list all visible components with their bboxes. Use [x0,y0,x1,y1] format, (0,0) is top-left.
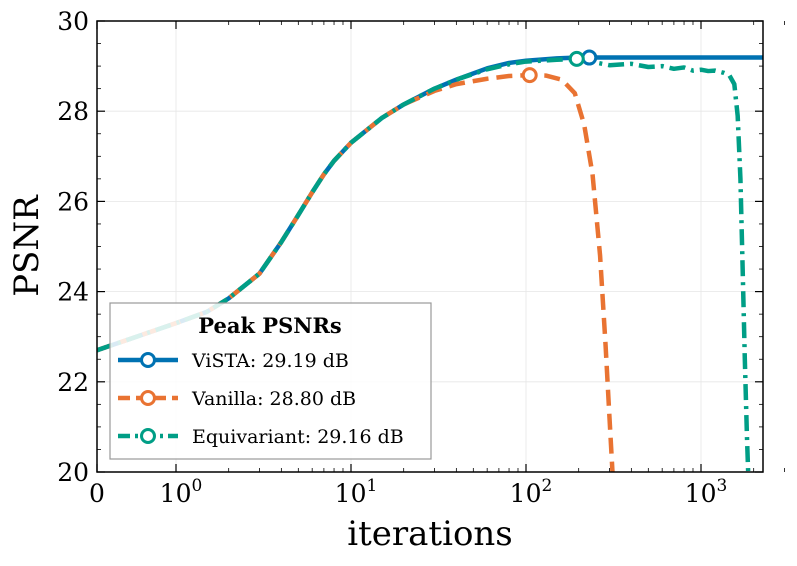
y-tick-label-5: 30 [57,7,89,36]
y-tick-label-2: 24 [57,278,89,307]
x-tick-label-1: 100 [160,476,203,508]
legend-marker-equivariant [140,428,156,444]
y-tick-label-0: 20 [57,458,89,487]
series-line-vanilla [97,72,615,472]
x-axis-title: iterations [347,514,513,554]
legend-label-vanilla: Vanilla: 28.80 dB [191,388,356,410]
legend-label-equivariant: Equivariant: 29.16 dB [192,426,404,448]
y-tick-label-1: 22 [57,368,89,397]
peak-markers [521,49,598,84]
legend: Peak PSNRs ViSTA: 29.19 dB Vanilla: 28.80… [109,302,432,460]
legend-box [109,302,432,460]
peak-marker-vanilla [521,67,538,84]
legend-marker-vanilla [140,390,156,406]
peak-marker-equivariant [568,50,585,67]
x-tick-label-4: 103 [685,476,728,508]
y-tick-label-3: 26 [57,187,89,216]
series-line-equivariant [97,56,751,472]
y-tick-label-4: 28 [57,97,89,126]
y-axis-title: PSNR [7,194,47,297]
tick-labels: 2022242628300100101102103104 [57,7,728,508]
legend-title: Peak PSNRs [198,313,341,338]
x-tick-label-3: 102 [510,476,553,508]
peak-marker-vista [581,49,598,66]
x-tick-label-0: 0 [89,479,105,508]
legend-marker-vista [140,352,156,368]
legend-entries: ViSTA: 29.19 dB Vanilla: 28.80 dB Equivari… [118,350,404,448]
legend-label-vista: ViSTA: 29.19 dB [191,350,349,372]
x-tick-label-2: 101 [335,476,378,508]
ticks [96,20,785,473]
